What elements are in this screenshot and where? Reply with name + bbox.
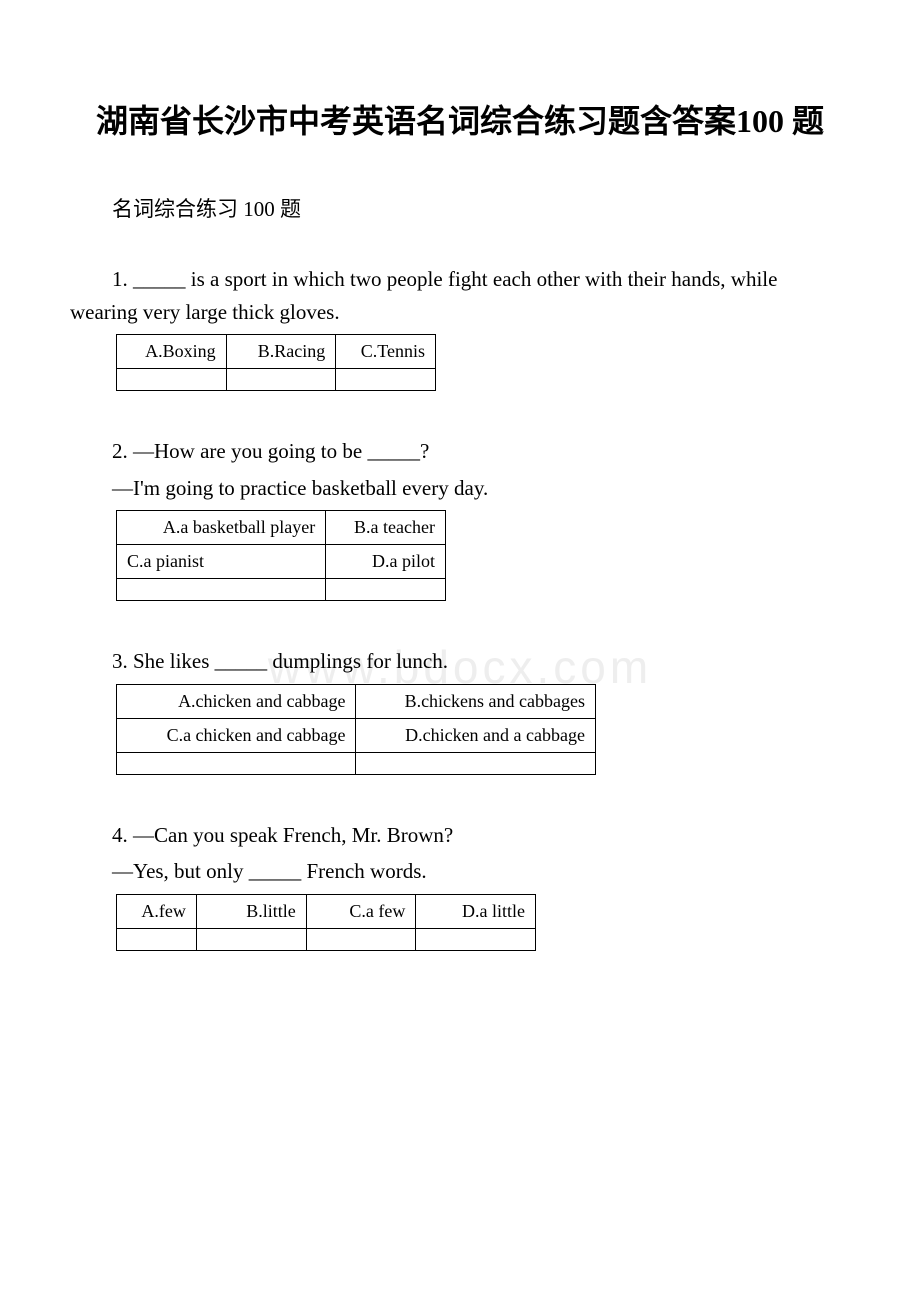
question-line: —I'm going to practice basketball every … <box>70 472 850 505</box>
option-cell: B.little <box>196 895 306 929</box>
options-table: A.a basketball playerB.a teacherC.a pian… <box>116 510 446 601</box>
question-line: —Yes, but only _____ French words. <box>70 855 850 888</box>
question: 3. She likes _____ dumplings for lunch. A… <box>70 645 850 775</box>
spacer <box>70 401 850 435</box>
option-cell <box>326 579 446 601</box>
question: 2. —How are you going to be _____? —I'm g… <box>70 435 850 601</box>
option-cell: B.Racing <box>226 335 336 369</box>
table-row: A.a basketball playerB.a teacher <box>117 511 446 545</box>
option-cell: B.chickens and cabbages <box>356 684 596 718</box>
table-row: A.fewB.littleC.a fewD.a little <box>117 895 536 929</box>
question-line: 1. _____ is a sport in which two people … <box>70 263 850 328</box>
table-row: C.a chicken and cabbageD.chicken and a c… <box>117 718 596 752</box>
spacer <box>70 785 850 819</box>
question: 4. —Can you speak French, Mr. Brown?—Yes… <box>70 819 850 951</box>
question-line: 4. —Can you speak French, Mr. Brown? <box>70 819 850 852</box>
table-row <box>117 369 436 391</box>
option-cell <box>117 929 197 951</box>
table-row: C.a pianistD.a pilot <box>117 545 446 579</box>
option-cell <box>416 929 536 951</box>
page-title: 湖南省长沙市中考英语名词综合练习题含答案100 题 <box>70 100 850 143</box>
page-content: 湖南省长沙市中考英语名词综合练习题含答案100 题 名词综合练习 100 题 1… <box>0 0 920 1055</box>
option-cell <box>117 369 227 391</box>
options-table: A.BoxingB.RacingC.Tennis <box>116 334 436 391</box>
option-cell <box>356 752 596 774</box>
option-cell: A.chicken and cabbage <box>117 684 356 718</box>
spacer <box>70 961 850 995</box>
table-row: A.chicken and cabbageB.chickens and cabb… <box>117 684 596 718</box>
option-cell: B.a teacher <box>326 511 446 545</box>
question: 1. _____ is a sport in which two people … <box>70 263 850 391</box>
question-line: 3. She likes _____ dumplings for lunch. <box>70 645 850 678</box>
option-cell: A.Boxing <box>117 335 227 369</box>
option-cell: A.a basketball player <box>117 511 326 545</box>
subtitle: 名词综合练习 100 题 <box>70 193 850 223</box>
options-table: A.fewB.littleC.a fewD.a little <box>116 894 536 951</box>
option-cell <box>196 929 306 951</box>
option-cell: D.chicken and a cabbage <box>356 718 596 752</box>
option-cell <box>117 752 356 774</box>
questions-container: 1. _____ is a sport in which two people … <box>70 263 850 995</box>
table-row <box>117 929 536 951</box>
option-cell <box>336 369 436 391</box>
option-cell <box>117 579 326 601</box>
table-row: A.BoxingB.RacingC.Tennis <box>117 335 436 369</box>
table-row <box>117 752 596 774</box>
option-cell: C.a chicken and cabbage <box>117 718 356 752</box>
option-cell: C.a few <box>306 895 416 929</box>
question-line: 2. —How are you going to be _____? <box>70 435 850 468</box>
option-cell <box>306 929 416 951</box>
option-cell <box>226 369 336 391</box>
spacer <box>70 611 850 645</box>
option-cell: D.a little <box>416 895 536 929</box>
option-cell: D.a pilot <box>326 545 446 579</box>
option-cell: C.a pianist <box>117 545 326 579</box>
options-table: A.chicken and cabbageB.chickens and cabb… <box>116 684 596 775</box>
option-cell: A.few <box>117 895 197 929</box>
table-row <box>117 579 446 601</box>
option-cell: C.Tennis <box>336 335 436 369</box>
